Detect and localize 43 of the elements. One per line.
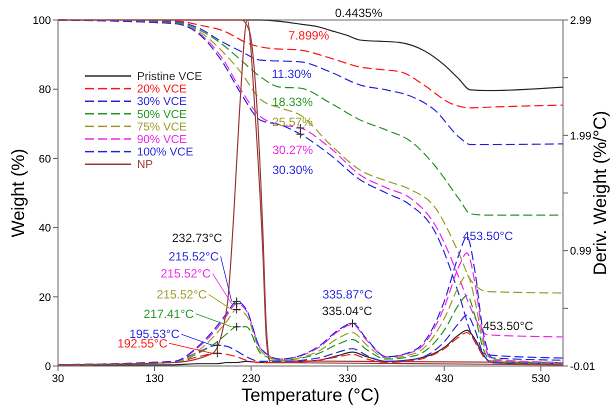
annotation: 335.04°C [322, 304, 372, 318]
x-tick-label: 230 [242, 373, 260, 385]
annotation: 30.30% [272, 163, 314, 178]
legend-label: 90% VCE [137, 134, 188, 146]
annotation: 18.33% [272, 95, 314, 110]
annotation: 30.27% [272, 142, 314, 157]
legend-label: 75% VCE [137, 121, 188, 134]
x-tick-label: 330 [338, 373, 357, 385]
y2-tick-label: 1.99 [570, 130, 592, 142]
annotation: 0.4435% [335, 6, 383, 20]
y-tick-label: 40 [38, 222, 51, 235]
annotation: 215.52°C [160, 266, 212, 281]
y2-tick-label: -0.01 [570, 361, 596, 373]
annotation: 335.87°C [322, 287, 374, 302]
annotation: 453.50°C [483, 319, 534, 333]
x-tick-label: 530 [532, 373, 550, 385]
y-tick-label: 20 [38, 292, 51, 304]
y-axis-title: Weight (%) [8, 148, 28, 238]
annotation: 232.73°C [172, 231, 222, 245]
annotation: 453.50°C [462, 228, 514, 243]
annotation: 215.52°C [168, 249, 220, 264]
legend-label: 50% VCE [137, 108, 188, 121]
y2-tick-label: 0.99 [570, 246, 592, 258]
annotation: 217.41°C [144, 306, 194, 321]
x-tick-label: 430 [435, 373, 454, 385]
y-tick-label: 100 [32, 15, 51, 27]
x-tick-label: 130 [145, 373, 164, 385]
legend-label: 100% VCE [137, 146, 194, 159]
legend-label: 30% VCE [137, 96, 188, 108]
legend-label: 20% VCE [137, 84, 188, 96]
y-tick-label: 60 [38, 153, 51, 166]
x-tick-label: 30 [52, 373, 64, 385]
y2-tick-label: 2.99 [570, 15, 592, 27]
y-tick-label: 0 [44, 361, 51, 373]
annotation: 11.30% [272, 67, 312, 82]
annotation: 25.57% [272, 114, 314, 129]
legend-label: NP [137, 159, 154, 172]
x-axis-title: Temperature (°C) [241, 385, 380, 405]
y-tick-label: 80 [38, 84, 51, 96]
annotation: 7.899% [288, 28, 330, 42]
legend-label: Pristine VCE [137, 71, 203, 83]
annotation: 215.52°C [156, 288, 208, 302]
y2-axis-title: Deriv. Weight (%/°C) [590, 110, 610, 276]
